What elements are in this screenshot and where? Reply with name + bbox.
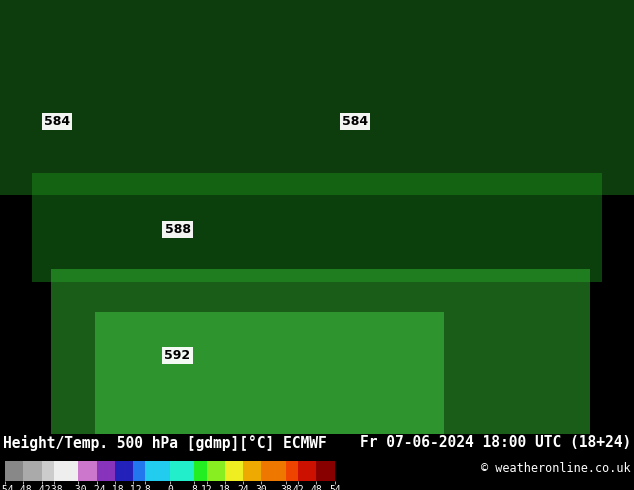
Bar (316, 461, 335, 481)
Bar (115, 461, 133, 481)
Text: Fr 07-06-2024 18:00 UTC (18+24): Fr 07-06-2024 18:00 UTC (18+24) (359, 435, 631, 450)
Bar (79, 461, 96, 481)
Bar (298, 461, 316, 481)
Bar (195, 461, 207, 481)
Bar (145, 461, 170, 481)
Text: Height/Temp. 500 hPa [gdmp][°C] ECMWF: Height/Temp. 500 hPa [gdmp][°C] ECMWF (3, 435, 327, 451)
Bar (170, 461, 195, 481)
Bar (243, 461, 261, 481)
Bar (286, 461, 298, 481)
Bar (51, 269, 590, 434)
Bar (261, 461, 286, 481)
Bar (42, 461, 54, 481)
Bar (96, 461, 115, 481)
Bar (133, 461, 145, 481)
Bar (95, 312, 444, 434)
Bar (23, 461, 42, 481)
Text: © weatheronline.co.uk: © weatheronline.co.uk (481, 462, 631, 475)
Bar (225, 461, 243, 481)
Bar (5, 461, 23, 481)
Text: 584: 584 (342, 115, 368, 128)
Text: 588: 588 (164, 223, 191, 236)
Bar (207, 461, 225, 481)
Bar (54, 461, 79, 481)
Bar (32, 173, 602, 282)
Text: 592: 592 (164, 349, 191, 362)
Bar (0, 0, 634, 195)
Text: 584: 584 (44, 115, 70, 128)
